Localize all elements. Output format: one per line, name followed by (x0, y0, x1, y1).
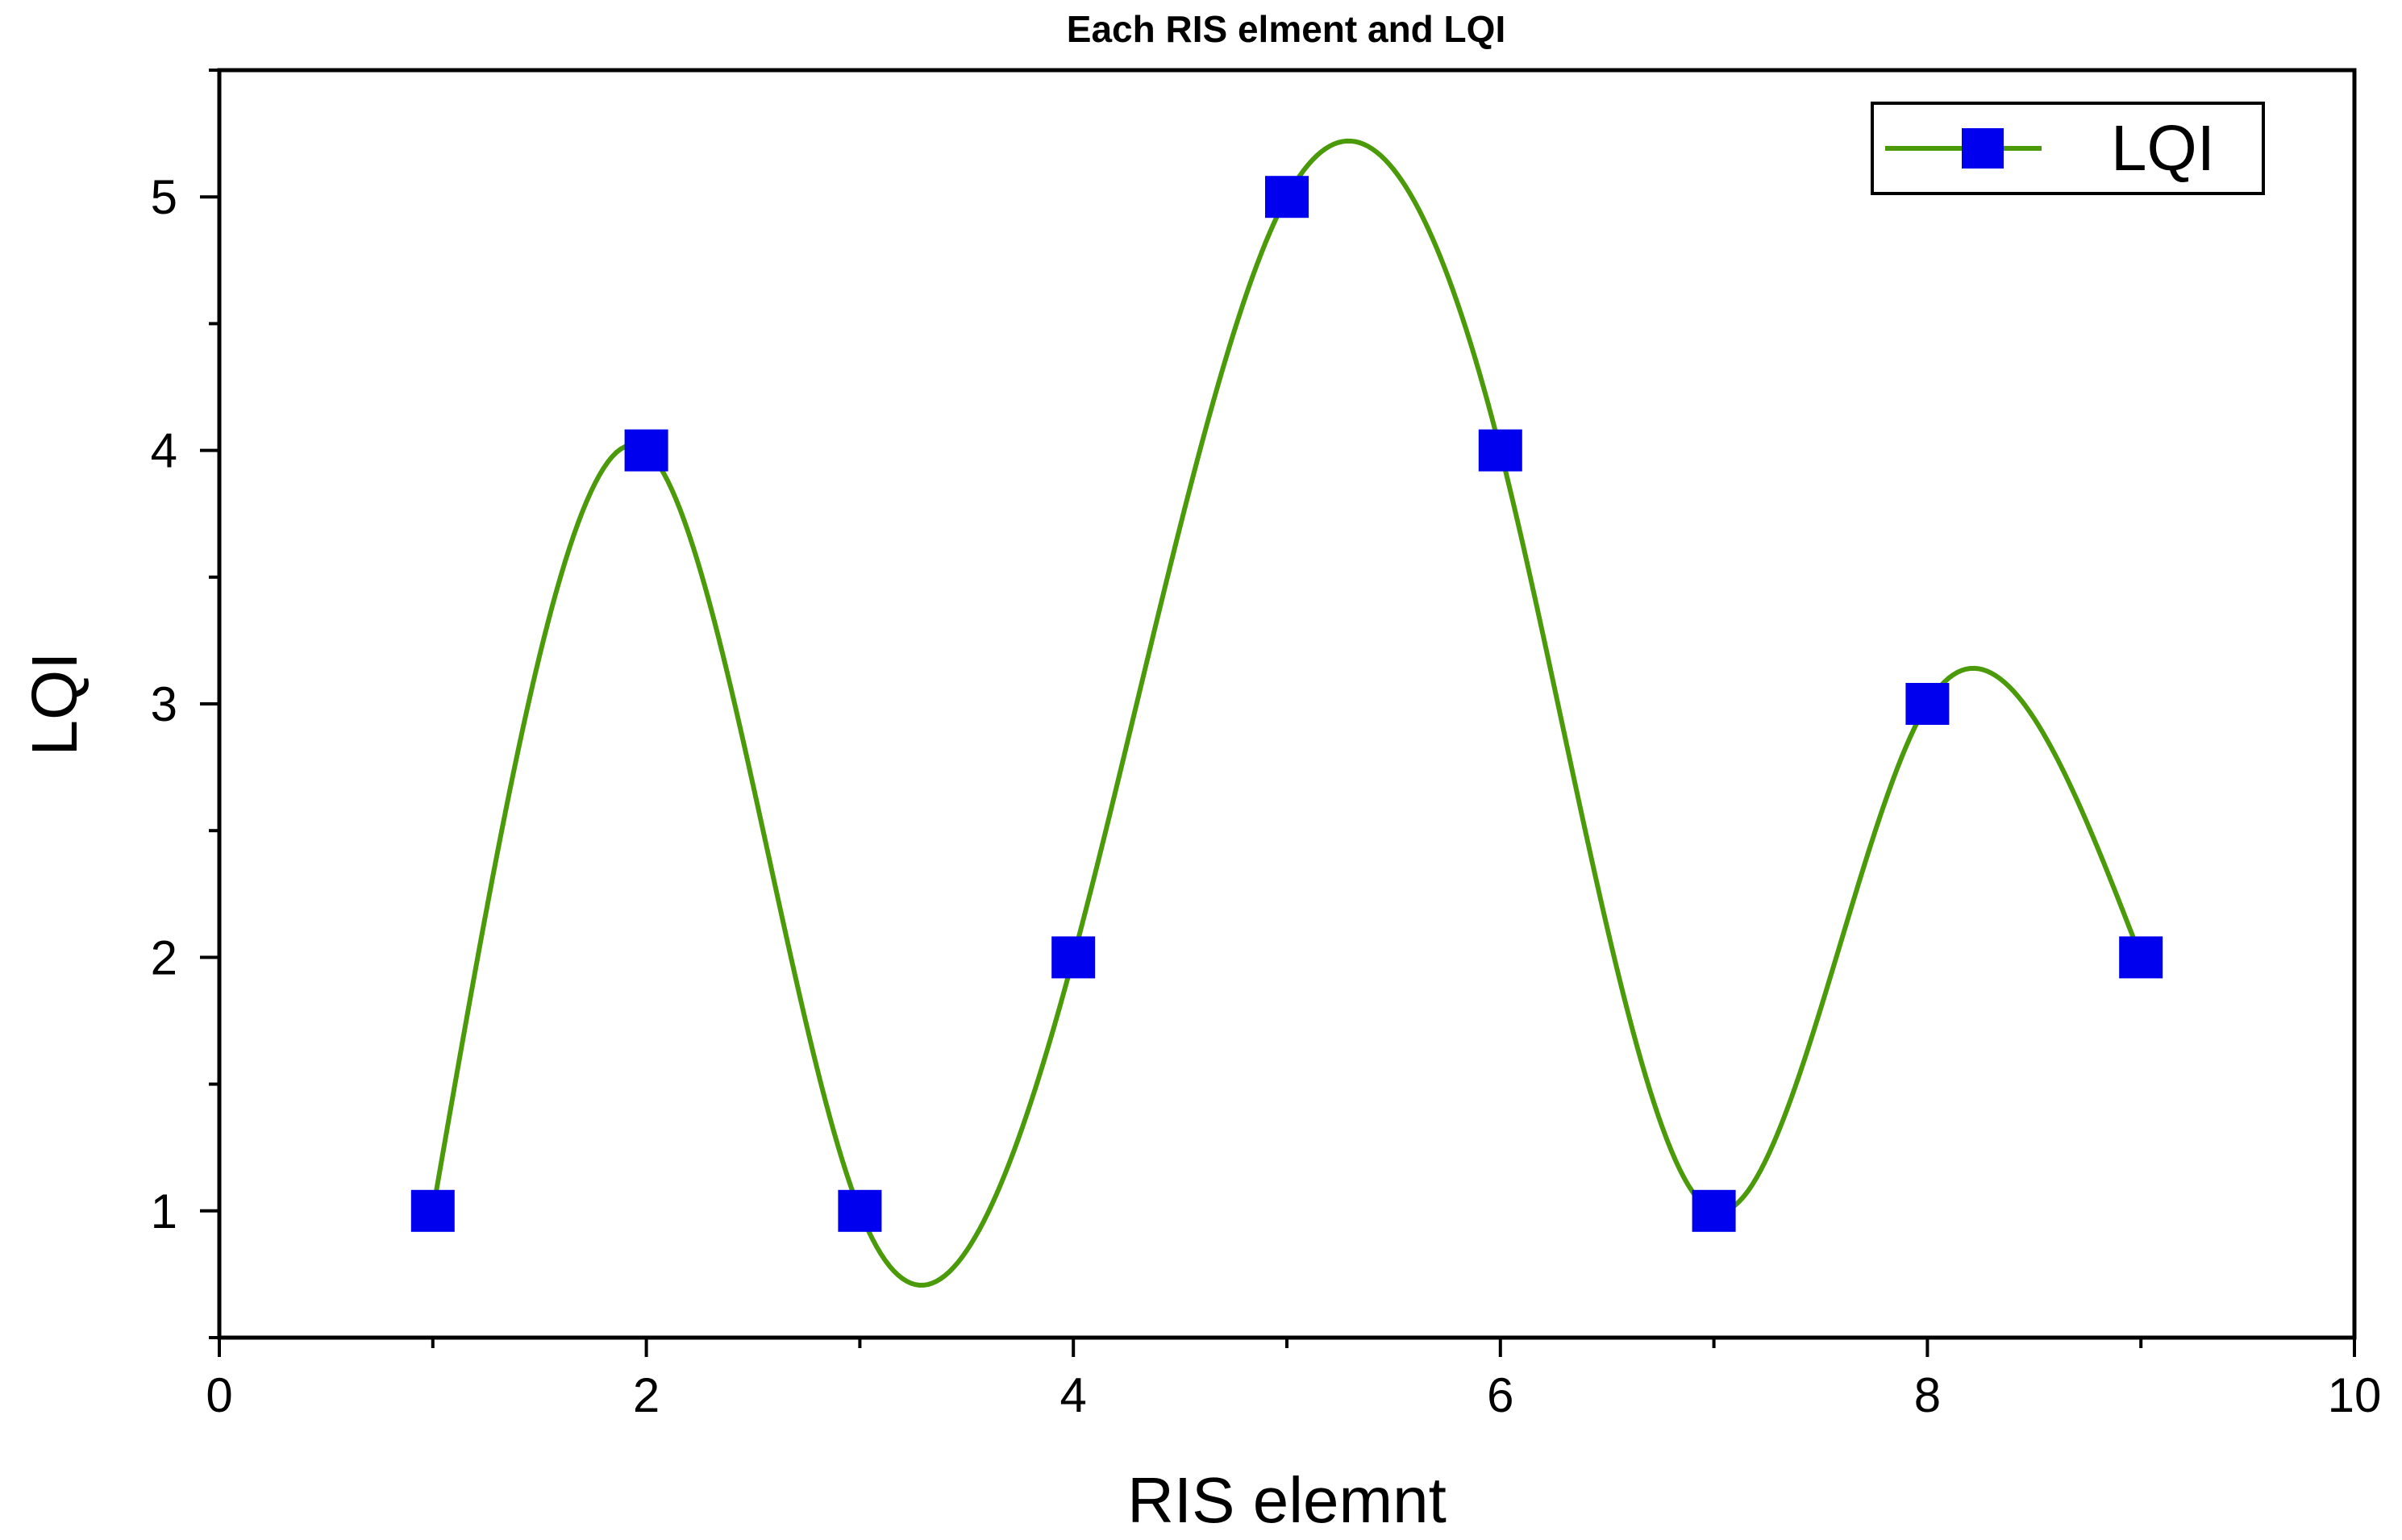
y-tick-label: 3 (151, 677, 177, 731)
x-tick-label: 2 (633, 1368, 660, 1422)
chart-title: Each RIS elment and LQI (1067, 8, 1505, 50)
x-tick-label: 10 (2328, 1368, 2382, 1422)
x-axis-title: RIS elemnt (1127, 1464, 1447, 1536)
legend-label: LQI (2111, 112, 2215, 184)
x-tick-label: 4 (1060, 1368, 1087, 1422)
data-point-marker (1051, 936, 1096, 979)
series-line (430, 138, 2143, 1288)
legend: LQI (1871, 102, 2265, 195)
y-tick-label: 5 (151, 170, 177, 224)
data-point-marker (1905, 683, 1950, 725)
plot-frame (217, 68, 2357, 1340)
x-tick-label: 8 (1914, 1368, 1941, 1422)
y-tick-label: 4 (151, 424, 177, 478)
data-point-marker (1265, 176, 1309, 219)
data-point-marker (410, 1189, 455, 1232)
x-tick-label: 6 (1487, 1368, 1513, 1422)
data-point-marker (2119, 936, 2163, 979)
y-tick-label: 2 (151, 930, 177, 984)
y-tick-label: 1 (151, 1184, 177, 1238)
y-axis-ticks: 1 2 3 4 5 (151, 69, 219, 1339)
data-point-marker (1478, 429, 1522, 472)
x-axis-ticks: 0 2 4 6 8 10 (206, 1338, 2381, 1422)
data-point-marker (838, 1189, 882, 1232)
y-axis-title: LQI (19, 652, 90, 756)
legend-marker-sample (1962, 128, 2004, 169)
x-tick-label: 0 (206, 1368, 232, 1422)
series-layer (410, 138, 2163, 1288)
data-point-marker (1692, 1189, 1736, 1232)
data-point-marker (624, 429, 668, 472)
